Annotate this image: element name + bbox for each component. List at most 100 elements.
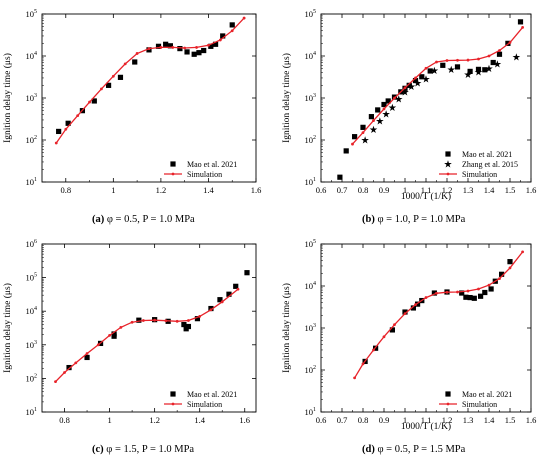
chart1-series-2-line-point bbox=[111, 74, 115, 78]
chart3-series-2-line-point bbox=[220, 300, 224, 304]
chart2-series-1-square-point bbox=[343, 148, 349, 154]
chart2-y-tick-label: 104 bbox=[305, 51, 317, 61]
chart1-series-2-line-point bbox=[183, 46, 187, 50]
chart3-group: 0.8 1 1.2 1.4 1.6 101 102 103 104 105 106 Ignition … bbox=[2, 239, 257, 425]
chart1-series-1-square-point bbox=[155, 43, 162, 49]
chart4-series-2-line-point bbox=[435, 291, 438, 295]
chart1-series-2-line-point bbox=[100, 87, 103, 91]
caption-c-label: (c) bbox=[92, 444, 104, 455]
chart4-series-1-square-point bbox=[488, 286, 494, 292]
chart2-legend-2-swatch: ★ bbox=[444, 160, 453, 171]
chart2-series-3-line-point bbox=[414, 76, 417, 80]
chart1-series-1-square-point bbox=[91, 98, 97, 104]
chart2-y-axis-label: Ignition delay time (μs) bbox=[281, 53, 292, 143]
chart1-x-tick-label: 0.8 bbox=[60, 185, 71, 195]
chart2-x-tick-label: 1.4 bbox=[484, 185, 495, 195]
chart1-plot-frame bbox=[41, 13, 257, 183]
chart4-x-tick-label: 0.9 bbox=[379, 415, 390, 425]
chart2-series-2-star-point: ★ bbox=[369, 125, 378, 136]
caption-d: (d) φ = 0.5, P = 1.5 MPa bbox=[362, 444, 465, 455]
chart2-group: 0.6 0.7 0.8 0.9 1 1.1 1.2 1.3 1.4 1.5 1.6 101 102 103… bbox=[281, 9, 536, 202]
chart3-series-1-square-point bbox=[136, 317, 142, 323]
chart2-series-3-line-point bbox=[393, 96, 396, 100]
chart4-series-2-line-point bbox=[445, 290, 449, 294]
chart2-series-1-square-point bbox=[406, 82, 412, 88]
chart4-x-tick-label: 1 bbox=[403, 415, 407, 425]
chart1-series-2-line-point bbox=[54, 141, 58, 145]
chart4-series-1-square-point bbox=[467, 294, 473, 301]
chart1-x-tick-label: 1.4 bbox=[203, 185, 214, 195]
chart2-series-2-star-point: ★ bbox=[422, 75, 431, 86]
chart1-series-1-square-point bbox=[196, 50, 202, 56]
chart4-x-tick-label: 0.7 bbox=[337, 415, 348, 425]
chart1-legend-2-swatch-point bbox=[171, 172, 175, 176]
chart3-series-2-line-point bbox=[130, 320, 134, 324]
chart2-series-2-star-point: ★ bbox=[464, 70, 473, 81]
chart1-series-1-square-point bbox=[208, 43, 214, 49]
chart2-x-tick-label: 0.9 bbox=[379, 185, 390, 195]
chart3-series-2-line-point bbox=[74, 361, 78, 365]
chart1-series-1-square-point bbox=[163, 41, 169, 47]
chart4-legend-1-swatch bbox=[445, 391, 451, 397]
chart4-series-1-square-point bbox=[471, 295, 477, 301]
chart3-series-2-line-point bbox=[96, 343, 100, 347]
chart1-series-1-square-point bbox=[212, 41, 219, 47]
chart4-y-tick-label: 102 bbox=[305, 365, 317, 375]
chart3-series-2-line-point bbox=[85, 352, 89, 355]
chart4-y-tick-label: 103 bbox=[305, 323, 317, 333]
chart1-y-tick-label: 104 bbox=[26, 51, 38, 61]
chart3-x-tick-label: 1.4 bbox=[194, 415, 205, 425]
chart1-series-2-line-point bbox=[76, 114, 80, 118]
chart2-series-3-line-point bbox=[382, 107, 386, 111]
chart2-series-2-star-point: ★ bbox=[382, 109, 391, 120]
chart3-series-2-line-point bbox=[108, 334, 111, 337]
caption-b: (b) φ = 1.0, P = 1.0 MPa bbox=[362, 214, 465, 225]
chart4-legend-2-label: Simulation bbox=[462, 400, 497, 409]
chart1-series-2-line-point bbox=[218, 38, 222, 42]
chart1-series-2-line-point bbox=[159, 46, 163, 49]
chart1-series-1-square-point bbox=[65, 120, 71, 126]
chart4-series-2-line-point bbox=[487, 283, 491, 287]
chart4-series-1-square-point bbox=[459, 290, 465, 296]
chart2-x-tick-label: 0.7 bbox=[337, 185, 348, 195]
chart4-series-2-line-point bbox=[498, 277, 501, 281]
chart1-series-2-line-point bbox=[64, 127, 68, 131]
chart1-series-1-square-point bbox=[132, 59, 138, 65]
chart3-series-1-square-point bbox=[194, 316, 201, 322]
chart1-series-1-square-point bbox=[117, 74, 124, 80]
chart2-x-tick-label: 1.1 bbox=[421, 185, 432, 195]
chart2-x-tick-label: 1 bbox=[403, 185, 407, 195]
chart4-y-axis-label: Ignition delay time (μs) bbox=[281, 283, 292, 373]
chart2-x-tick-label: 1.3 bbox=[463, 185, 474, 195]
chart2-series-1-square-point bbox=[337, 174, 343, 180]
chart1-y-axis-label: Ignition delay time (μs) bbox=[2, 53, 13, 143]
chart1-x-tick-label: 1.2 bbox=[156, 185, 167, 195]
chart4-series-2-line-point bbox=[393, 323, 396, 327]
chart1-series-2-line-point bbox=[195, 46, 198, 49]
chart3-series-1-square-point bbox=[233, 283, 239, 289]
chart1-series-2-line-point bbox=[230, 29, 234, 33]
chart4-plot-frame bbox=[320, 243, 532, 413]
chart2-series-1-square-point bbox=[490, 59, 496, 66]
chart2-legend-1-swatch bbox=[445, 151, 451, 157]
chart3-series-2-line-point bbox=[187, 319, 190, 322]
chart1-series-2-line bbox=[55, 17, 245, 144]
chart2-x-tick-label: 0.6 bbox=[316, 185, 327, 195]
chart3-y-tick-label: 105 bbox=[26, 273, 38, 283]
chart2-y-tick-label: 101 bbox=[305, 177, 317, 187]
chart4-series-1-square-point bbox=[499, 271, 505, 277]
chart3-series-1-square-point bbox=[84, 354, 90, 361]
chart2-series-1-square-point bbox=[440, 62, 446, 68]
chart3-x-tick-label: 1.2 bbox=[149, 415, 160, 425]
chart3-legend-1-label: Mao et al. 2021 bbox=[187, 390, 237, 399]
chart2-series-2-star-point: ★ bbox=[388, 103, 397, 114]
chart4-series-2-line-point bbox=[424, 296, 428, 299]
chart4-series-2-line-point bbox=[466, 289, 470, 293]
chart2-series-1-square-point bbox=[368, 114, 374, 120]
chart1-y-tick-label: 103 bbox=[26, 93, 38, 103]
chart4-series-1-square-point bbox=[402, 309, 408, 315]
chart1-legend-1-label: Mao et al. 2021 bbox=[187, 160, 237, 169]
chart4-x-tick-label: 0.8 bbox=[358, 415, 369, 425]
chart4-series-1-square-point bbox=[415, 301, 421, 307]
